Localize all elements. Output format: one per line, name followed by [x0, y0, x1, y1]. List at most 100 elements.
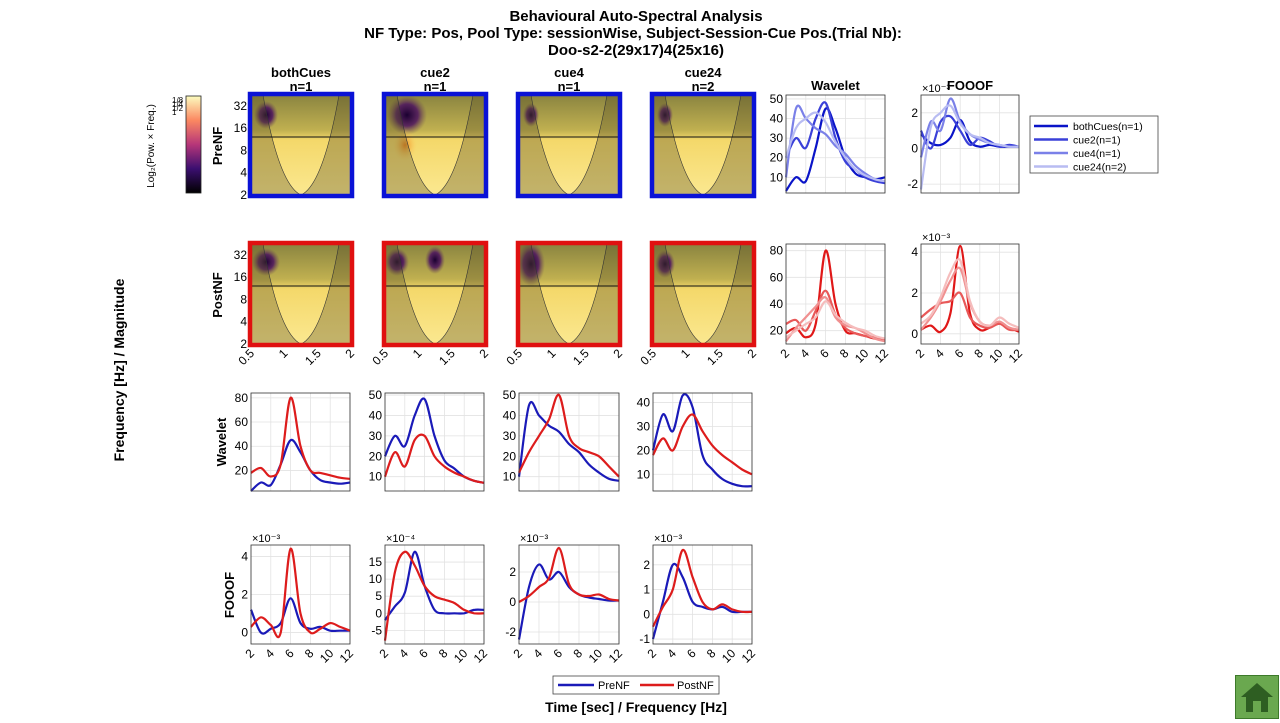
colorbar-tick-label: 1	[172, 108, 177, 117]
tf-map-frame	[381, 91, 489, 199]
y-tick-label: 10	[503, 470, 517, 484]
colorbar-tick-label: 1/2	[172, 104, 184, 113]
x-tick-label: 4	[396, 646, 411, 661]
x-tick-label: 10	[719, 646, 739, 666]
tf-x-tick-label: 2	[610, 346, 625, 361]
tf-column-title: cue4	[554, 65, 584, 80]
tf-map-frame	[649, 240, 757, 348]
tf-power-blob	[517, 242, 545, 286]
y-tick-label: 2	[911, 106, 918, 120]
tf-x-tick-label: 2	[342, 346, 357, 361]
panel-frame	[785, 94, 886, 194]
x-tick-label: 4	[530, 646, 545, 661]
tf-map-frame	[515, 240, 623, 348]
tf-y-tick-label: 16	[234, 121, 248, 135]
tf-column-subtitle: n=2	[692, 79, 715, 94]
x-tick-label: 8	[302, 646, 317, 661]
y-tick-label: 40	[369, 408, 383, 422]
home-button[interactable]	[1235, 675, 1279, 719]
panel-frame	[250, 544, 351, 645]
line-panel-cmp-wavelet-cue4: 10 20 30 40 50	[503, 388, 620, 492]
x-tick-label: 2	[242, 646, 257, 661]
title-line-2: NF Type: Pos, Pool Type: sessionWise, Su…	[364, 25, 902, 42]
y-tick-label: 2	[241, 588, 248, 602]
tf-y-tick-label: 32	[234, 99, 248, 113]
x-tick-label: 12	[606, 646, 626, 666]
tf-x-tick-label: 0.5	[503, 346, 525, 368]
colorbar-tick-label: 1/8	[172, 96, 184, 105]
tf-column-title: cue2	[420, 65, 450, 80]
tf-x-tick-label: 1	[544, 346, 559, 361]
tf-power-blob	[385, 248, 409, 276]
line-panel-pre-wavelet: 10 20 30 40 50 Wavelet	[770, 78, 886, 194]
series-line-prenf	[517, 563, 620, 640]
y-tick-label: 40	[235, 439, 249, 453]
tf-column-subtitle: n=1	[558, 79, 581, 94]
colorbar-label: Log₂(Pow. × Freq.)	[146, 104, 157, 188]
x-tick-label: 4	[262, 646, 277, 661]
y-tick-label: 0	[643, 607, 650, 621]
panel-frame	[250, 392, 351, 492]
tf-power-blob	[523, 103, 539, 127]
y-exponent-label: ×10⁻³	[922, 232, 950, 244]
x-tick-label: 2	[644, 646, 659, 661]
tf-x-tick-label: 0.5	[235, 346, 257, 368]
series-line-cue24-n-2-	[784, 111, 886, 183]
panel-title: Wavelet	[811, 78, 860, 93]
tf-x-tick-label: 1.5	[302, 346, 324, 368]
x-tick-label: 4	[797, 346, 812, 361]
panel-plot-area	[385, 545, 484, 644]
tf-y-tick-label: 2	[240, 188, 247, 202]
series-line-cue4-n-1-	[784, 104, 886, 183]
panel-title: FOOOF	[947, 78, 993, 93]
y-tick-label: 20	[503, 449, 517, 463]
tf-map-frame	[247, 240, 355, 348]
tf-x-tick-label: 2	[476, 346, 491, 361]
cue-legend-label: cue2(n=1)	[1073, 135, 1121, 147]
y-tick-label: 20	[637, 443, 651, 457]
row-label-postnf: PostNF	[210, 272, 225, 318]
panel-plot-area	[519, 545, 619, 644]
tf-y-tick-label: 4	[240, 315, 247, 329]
series-line-postnf	[518, 393, 620, 478]
x-tick-label: 6	[817, 346, 832, 361]
panel-frame	[652, 544, 753, 645]
tf-map-bothCues-PreNF: 32 16 8 4 2	[234, 91, 355, 202]
tf-power-blob	[252, 248, 280, 276]
y-tick-label: 10	[369, 572, 383, 586]
line-panel-pre-fooof: -2 0 2 FOOOF×10⁻³	[907, 78, 1020, 194]
tf-map-frame	[381, 240, 489, 348]
y-tick-label: -5	[371, 623, 382, 637]
y-tick-label: 0	[241, 626, 248, 640]
row-label-fooof: FOOOF	[222, 572, 237, 618]
tf-x-tick-label: 0.5	[637, 346, 659, 368]
tf-power-blob	[655, 250, 675, 278]
x-tick-label: 6	[282, 646, 297, 661]
x-tick-label: 6	[684, 646, 699, 661]
x-tick-label: 2	[510, 646, 525, 661]
series-line-postnf	[383, 433, 485, 484]
y-exponent-label: ×10⁻³	[922, 83, 950, 95]
line-panel-cmp-wavelet-bothcues: 20 40 60 80	[235, 391, 351, 492]
x-tick-label: 10	[852, 346, 872, 366]
x-tick-label: 2	[376, 646, 391, 661]
tf-map-cue2-PreNF	[381, 91, 489, 199]
tf-map-frame	[247, 91, 355, 199]
legend-label-postnf: PostNF	[677, 680, 714, 692]
y-tick-label: 0	[911, 141, 918, 155]
series-line-cue24-n-2-	[785, 300, 886, 340]
colorbar: Log₂(Pow. × Freq.) 1/81/41/21	[146, 95, 202, 194]
cue-legend-label: cue24(n=2)	[1073, 162, 1126, 174]
y-exponent-label: ×10⁻³	[252, 533, 280, 545]
series-line-postnf	[518, 546, 620, 603]
y-tick-label: 40	[503, 408, 517, 422]
y-tick-label: 10	[369, 470, 383, 484]
panel-frame	[518, 544, 620, 645]
series-line-prenf	[651, 393, 753, 488]
main-x-label: Time [sec] / Frequency [Hz]	[545, 699, 727, 715]
tf-x-tick-label: 1.5	[704, 346, 726, 368]
x-tick-label: 10	[451, 646, 471, 666]
